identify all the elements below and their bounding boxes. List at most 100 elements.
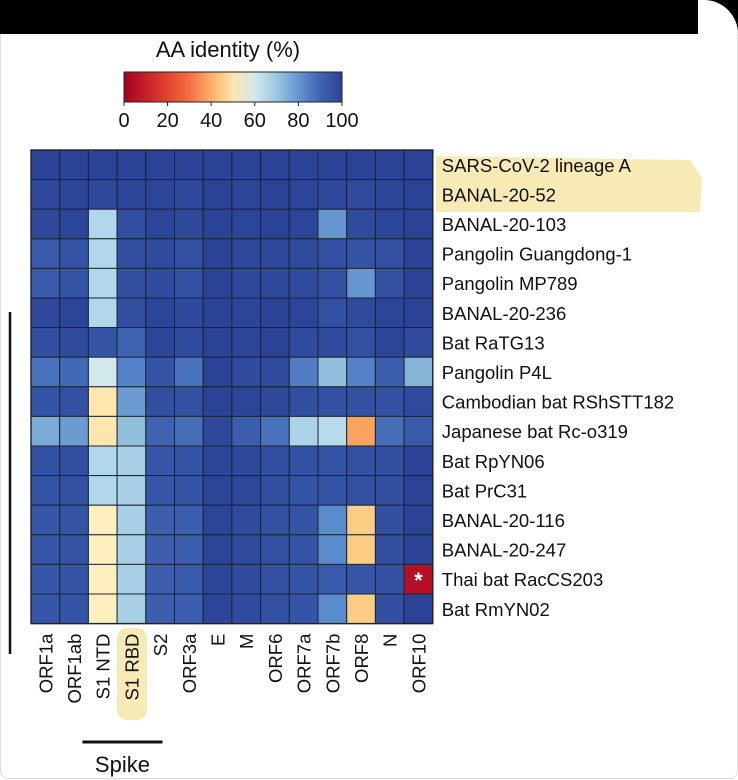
heatmap-cell [59, 415, 89, 447]
heatmap-cell [288, 563, 319, 595]
heatmap-cell [346, 208, 376, 240]
heatmap-cell [260, 208, 290, 240]
heatmap-cell [145, 179, 176, 210]
heatmap-cell [231, 475, 262, 506]
heatmap-cell [116, 327, 147, 358]
heatmap-cell [346, 327, 376, 358]
heatmap-cell [403, 445, 434, 477]
heatmap-cell [59, 327, 89, 358]
colorbar-tick-label: 20 [156, 110, 178, 132]
heatmap-cell [174, 208, 204, 240]
heatmap-cell [403, 327, 434, 358]
heatmap-cell [202, 386, 233, 417]
heatmap-cell [174, 386, 204, 417]
heatmap-cell [346, 563, 376, 595]
heatmap-cell [174, 534, 204, 565]
heatmap-cell [374, 534, 405, 565]
row-label: Bat RmYN02 [442, 599, 550, 620]
colorbar-tick-label: 0 [118, 110, 129, 132]
heatmap-cell [145, 563, 176, 595]
heatmap-cell [116, 356, 147, 388]
heatmap-cell [231, 208, 262, 240]
heatmap-cell [145, 534, 176, 565]
heatmap-cell [288, 356, 319, 388]
heatmap-cell [30, 593, 61, 625]
heatmap-cell [174, 356, 204, 388]
heatmap-cell [30, 179, 61, 210]
heatmap-cell [317, 208, 348, 240]
row-label: BANAL-20-52 [442, 184, 556, 205]
heatmap-cell [30, 149, 61, 181]
column-label: ORF7b [322, 634, 343, 694]
heatmap-cell [174, 504, 204, 536]
heatmap-cell [202, 356, 233, 388]
heatmap-cell [59, 149, 89, 181]
heatmap-cell [374, 238, 405, 269]
window-top-bar [0, 0, 738, 34]
heatmap-cell [346, 445, 376, 477]
heatmap-cell [346, 149, 376, 181]
heatmap-cell [260, 415, 290, 447]
heatmap-cell [374, 179, 405, 210]
heatmap-cell [87, 475, 118, 506]
heatmap-cell [403, 238, 434, 269]
heatmap-cell [174, 267, 204, 299]
column-label: N [380, 634, 401, 647]
heatmap-cell [202, 297, 233, 329]
heatmap-cell [231, 356, 262, 388]
heatmap-cell [174, 149, 204, 181]
column-label: S1 RBD [121, 634, 142, 701]
heatmap-cell [145, 238, 176, 269]
heatmap-cell [116, 563, 147, 595]
heatmap-cell [403, 415, 434, 447]
row-label: Pangolin Guangdong-1 [442, 244, 632, 265]
heatmap-cell [403, 267, 434, 299]
heatmap-cell [374, 208, 405, 240]
heatmap-cell [145, 327, 176, 358]
heatmap-cell [116, 297, 147, 329]
heatmap-cell [145, 149, 176, 181]
heatmap-cell [317, 267, 348, 299]
heatmap-cell [403, 297, 434, 329]
heatmap-cell [260, 534, 290, 565]
heatmap-cell [87, 386, 118, 417]
heatmap-cell [317, 563, 348, 595]
heatmap-cell [346, 504, 376, 536]
heatmap-cell [174, 297, 204, 329]
heatmap-cell [317, 386, 348, 417]
heatmap-cell [346, 475, 376, 506]
heatmap-cell [116, 475, 147, 506]
heatmap-cell [231, 179, 262, 210]
colorbar-gradient [123, 71, 343, 103]
heatmap-cell [346, 415, 376, 447]
heatmap-cell [30, 356, 61, 388]
row-label: Bat PrC31 [442, 480, 527, 501]
heatmap-cell [87, 445, 118, 477]
column-label: ORF6 [265, 634, 286, 683]
heatmap-cell [202, 563, 233, 595]
row-label: BANAL-20-103 [442, 214, 566, 235]
heatmap-cell [59, 179, 89, 210]
row-highlight-mark [436, 156, 702, 212]
heatmap-cell [87, 563, 118, 595]
heatmap-cell [231, 504, 262, 536]
heatmap-cell [59, 534, 89, 565]
row-label: Cambodian bat RShSTT182 [442, 392, 674, 413]
colorbar-tick-label: 80 [287, 110, 309, 132]
heatmap-cell [202, 327, 233, 358]
heatmap-cell [346, 356, 376, 388]
heatmap-cell [30, 327, 61, 358]
heatmap-cell [87, 415, 118, 447]
heatmap-cell [116, 267, 147, 299]
heatmap-cell [260, 593, 290, 625]
heatmap-cell [30, 504, 61, 536]
heatmap-cell [374, 356, 405, 388]
heatmap-cell [202, 445, 233, 477]
heatmap-cell [374, 327, 405, 358]
row-label: Japanese bat Rc-o319 [442, 421, 628, 442]
heatmap-cell [116, 149, 147, 181]
row-label: BANAL-20-116 [442, 510, 565, 531]
row-label: BANAL-20-247 [442, 540, 566, 561]
heatmap-cell [260, 297, 290, 329]
heatmap-cell [174, 327, 204, 358]
